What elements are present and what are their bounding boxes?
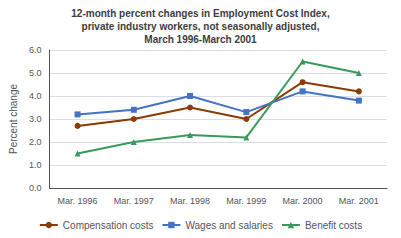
svg-text:Mar. 1998: Mar. 1998 bbox=[170, 196, 210, 206]
svg-text:3.0: 3.0 bbox=[29, 114, 42, 124]
svg-text:5.0: 5.0 bbox=[29, 68, 42, 78]
svg-text:1.0: 1.0 bbox=[29, 160, 42, 170]
svg-text:0.0: 0.0 bbox=[29, 183, 42, 193]
svg-text:2.0: 2.0 bbox=[29, 137, 42, 147]
svg-text:Benefit costs: Benefit costs bbox=[305, 220, 362, 231]
svg-text:Mar. 2001: Mar. 2001 bbox=[339, 196, 379, 206]
svg-text:Compensation costs: Compensation costs bbox=[63, 220, 154, 231]
svg-text:Mar. 1996: Mar. 1996 bbox=[58, 196, 98, 206]
svg-text:12-month percent changes in Em: 12-month percent changes in Employment C… bbox=[71, 8, 330, 19]
svg-text:6.0: 6.0 bbox=[29, 45, 42, 55]
svg-text:Mar. 2000: Mar. 2000 bbox=[283, 196, 323, 206]
svg-text:Mar. 1999: Mar. 1999 bbox=[226, 196, 266, 206]
svg-text:March 1996-March 2001: March 1996-March 2001 bbox=[144, 34, 257, 45]
svg-text:Mar. 1997: Mar. 1997 bbox=[114, 196, 154, 206]
svg-text:Wages and salaries: Wages and salaries bbox=[185, 220, 272, 231]
svg-text:4.0: 4.0 bbox=[29, 91, 42, 101]
svg-text:private industry workers, not: private industry workers, not seasonally… bbox=[82, 21, 320, 32]
svg-text:Percent change: Percent change bbox=[8, 84, 19, 154]
